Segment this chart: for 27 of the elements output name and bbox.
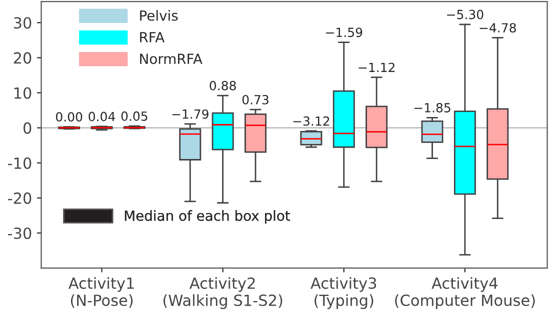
text: −1.12 [358, 62, 394, 72]
x-tick-label: Activity3 (Typing) [310, 277, 376, 310]
text: 0.73 [242, 94, 268, 104]
text: −3.12 [293, 116, 330, 126]
text: −1.79 [172, 109, 208, 119]
text: −4.78 [480, 23, 516, 33]
y-tick-label: 0 [24, 122, 32, 134]
y-tick-label: -20 [8, 192, 32, 204]
text: −1.85 [414, 103, 450, 112]
y-tick-label: 20 [14, 52, 32, 64]
text: 0.00 [56, 112, 82, 122]
text: −1.59 [326, 28, 362, 38]
legend-label: RFA [140, 32, 165, 42]
x-tick-label: Activity2 (Walking S1-S2) [163, 277, 282, 310]
x-tick-label: Activity1 (N-Pose) [68, 277, 134, 308]
x-tick-label: Activity4 (Computer Mouse) [395, 277, 535, 310]
text: 0.04 [88, 112, 115, 122]
annotation: Median of each box plot [124, 210, 290, 224]
text: 0.05 [121, 111, 148, 121]
y-tick-label: -30 [8, 227, 32, 240]
y-tick-label: -10 [8, 157, 32, 169]
y-tick-label: 10 [14, 87, 32, 99]
text: −5.30 [447, 10, 484, 20]
y-tick-label: 30 [14, 17, 32, 29]
text: 0.88 [210, 80, 236, 90]
legend-label: NormRFA [140, 54, 202, 64]
legend-label: Pelvis [140, 10, 178, 21]
